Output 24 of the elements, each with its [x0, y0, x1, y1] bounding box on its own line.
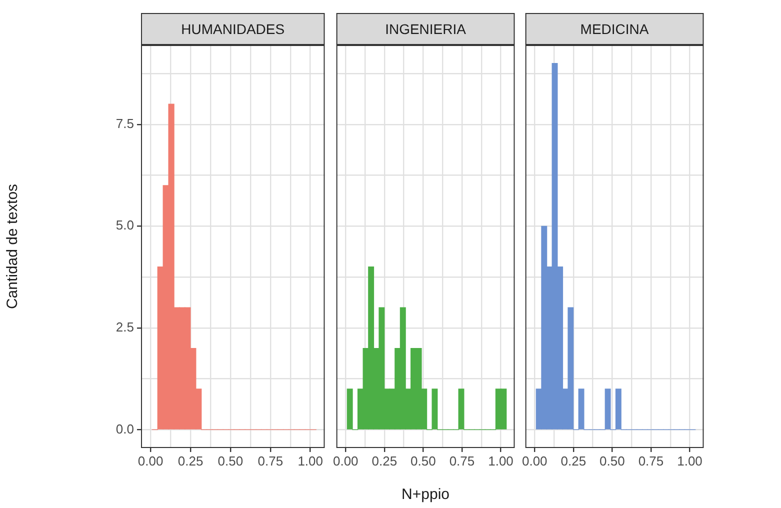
x-tick-label: 0.75 [449, 453, 475, 468]
x-tick-label: 0.50 [410, 453, 436, 468]
y-axis-title: Cantidad de textos [4, 184, 22, 310]
x-tick-label: 1.00 [488, 453, 514, 468]
x-tick-label: 1.00 [298, 453, 324, 468]
x-tick-label: 0.25 [372, 453, 398, 468]
y-tick-label: 2.5 [116, 319, 134, 334]
x-tick-label: 0.00 [332, 453, 358, 468]
y-tick-label: 0.0 [116, 421, 134, 436]
chart-title: HUMANIDADES [181, 20, 285, 37]
chart-title: MEDICINA [580, 20, 650, 37]
x-tick-label: 0.00 [138, 453, 164, 468]
x-tick-label: 0.50 [600, 453, 625, 468]
x-tick-label: 0.00 [522, 453, 548, 468]
x-axis-title: N+ppio [402, 486, 450, 504]
x-tick-label: 0.25 [178, 453, 204, 468]
x-tick-label: 0.25 [560, 453, 586, 468]
x-tick-label: 0.50 [218, 453, 244, 468]
chart-title: INGENIERIA [385, 20, 467, 37]
x-tick-label: 0.75 [638, 453, 664, 468]
x-tick-label: 0.75 [258, 453, 284, 468]
y-tick-label: 7.5 [116, 116, 134, 131]
x-tick-label: 1.00 [677, 453, 702, 468]
y-tick-label: 5.0 [116, 218, 134, 233]
